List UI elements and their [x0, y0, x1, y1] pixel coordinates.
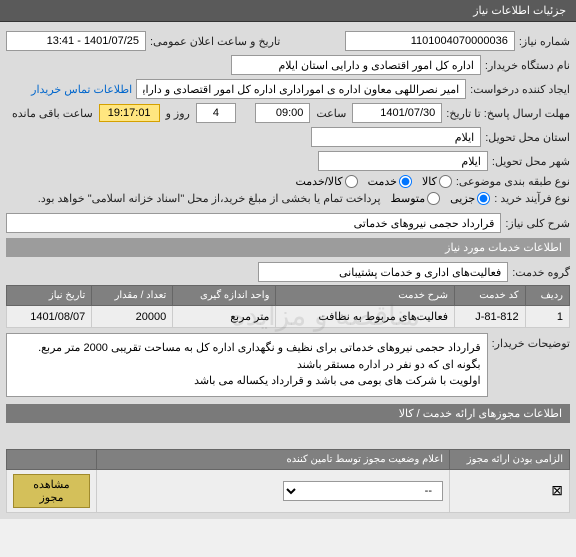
label-day-and: روز و [160, 107, 196, 120]
radio-label-medium: متوسط [391, 192, 426, 205]
cell-date: 1401/08/07 [7, 306, 92, 328]
label-city: شهر محل تحویل: [488, 155, 570, 168]
label-buyer-notes: توضیحات خریدار: [488, 333, 570, 350]
label-service-group: گروه خدمت: [508, 266, 570, 279]
radio-proc-partial[interactable] [477, 192, 490, 205]
cell-code: J-81-812 [455, 306, 526, 328]
label-request-creator: ایجاد کننده درخواست: [466, 83, 570, 96]
radio-cat-both[interactable] [345, 175, 358, 188]
th-desc: شرح خدمت [276, 286, 455, 306]
countdown-timer: 19:17:01 [99, 104, 160, 122]
input-city[interactable] [318, 151, 488, 171]
radio-proc-medium[interactable] [427, 192, 440, 205]
label-announce-time: تاریخ و ساعت اعلان عمومی: [146, 35, 280, 48]
radio-label-both: کالا/خدمت [295, 175, 342, 188]
th-qty: تعداد / مقدار [92, 286, 173, 306]
table-row[interactable]: 1 J-81-812 فعالیت‌های مربوط به نظافت متر… [7, 306, 570, 328]
label-process-type: نوع فرآیند خرید : [490, 192, 570, 205]
select-permit-status[interactable]: -- [283, 481, 443, 501]
services-table: ردیف کد خدمت شرح خدمت واحد اندازه گیری ت… [6, 285, 570, 328]
cell-mandatory-check[interactable]: ⊠ [450, 469, 570, 512]
radio-cat-goods[interactable] [439, 175, 452, 188]
input-buyer-org[interactable] [231, 55, 481, 75]
input-announce-time[interactable] [6, 31, 146, 51]
subheader-permits: اطلاعات مجوزهای ارائه خدمت / کالا [6, 404, 570, 423]
th-code: کد خدمت [455, 286, 526, 306]
cell-idx: 1 [525, 306, 569, 328]
permits-table: الزامی بودن ارائه مجوز اعلام وضعیت مجوز … [6, 449, 570, 513]
label-subject-category: نوع طبقه بندی موضوعی: [452, 175, 570, 188]
th-row: ردیف [525, 286, 569, 306]
label-province: استان محل تحویل: [481, 131, 570, 144]
radio-label-service: خدمت [368, 175, 397, 188]
input-deadline-date[interactable] [352, 103, 442, 123]
radio-label-goods: کالا [422, 175, 437, 188]
input-days-left[interactable] [196, 103, 236, 123]
th-status: اعلام وضعیت مجوز توسط تامین کننده [97, 449, 450, 469]
radio-cat-service[interactable] [399, 175, 412, 188]
label-remaining-hour: ساعت باقی مانده [6, 107, 99, 120]
th-action [7, 449, 97, 469]
label-buyer-org: نام دستگاه خریدار: [481, 59, 570, 72]
label-general-desc: شرح کلی نیاز: [501, 217, 570, 230]
button-view-permit[interactable]: مشاهده مجوز [13, 474, 90, 508]
cell-qty: 20000 [92, 306, 173, 328]
label-process-note: پرداخت تمام یا بخشی از مبلغ خرید،از محل … [34, 192, 391, 205]
cell-unit: متر مربع [173, 306, 276, 328]
label-deadline: مهلت ارسال پاسخ: تا تاریخ: [442, 107, 570, 120]
th-date: تاریخ نیاز [7, 286, 92, 306]
input-service-group[interactable] [258, 262, 508, 282]
panel-header-details: جزئیات اطلاعات نیاز [0, 0, 576, 22]
link-contact-buyer[interactable]: اطلاعات تماس خریدار [31, 83, 136, 96]
th-unit: واحد اندازه گیری [173, 286, 276, 306]
label-need-no: شماره نیاز: [515, 35, 570, 48]
radio-label-partial: جزیی [450, 192, 475, 205]
textarea-buyer-notes[interactable]: قرارداد حجمی نیروهای خدماتی برای نظیف و … [6, 333, 488, 397]
th-mandatory: الزامی بودن ارائه مجوز [450, 449, 570, 469]
cell-desc: فعالیت‌های مربوط به نظافت [276, 306, 455, 328]
input-province[interactable] [311, 127, 481, 147]
input-need-no[interactable] [345, 31, 515, 51]
input-general-desc[interactable] [6, 213, 501, 233]
input-request-creator[interactable] [136, 79, 466, 99]
input-deadline-hour[interactable] [255, 103, 310, 123]
permits-row: ⊠ -- مشاهده مجوز [7, 469, 570, 512]
label-hour-1: ساعت [310, 107, 352, 120]
subheader-services-info: اطلاعات خدمات مورد نیاز [6, 238, 570, 257]
